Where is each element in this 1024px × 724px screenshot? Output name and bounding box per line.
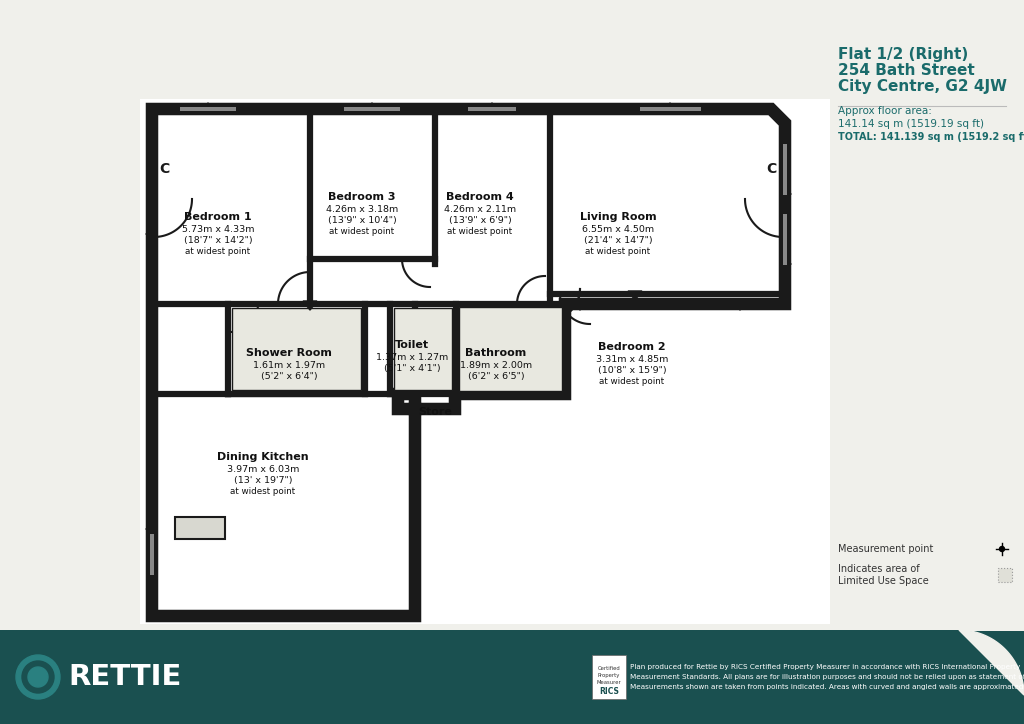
Text: Measurer: Measurer (597, 681, 622, 686)
Text: 1.89m x 2.00m: 1.89m x 2.00m (460, 361, 532, 370)
Polygon shape (145, 522, 155, 536)
Bar (180, 107, 236, 111)
Bar (150, 534, 154, 575)
Polygon shape (365, 103, 379, 112)
Text: TOTAL: 141.139 sq m (1519.2 sq ft: TOTAL: 141.139 sq m (1519.2 sq ft (838, 132, 1024, 142)
Bar (466, 104, 518, 114)
Polygon shape (152, 109, 785, 616)
Text: C: C (766, 162, 776, 176)
Text: at widest point: at widest point (230, 487, 296, 496)
Text: Bedroom 4: Bedroom 4 (446, 192, 514, 202)
Text: Flat 1/2 (Right): Flat 1/2 (Right) (838, 47, 969, 62)
Bar (175, 517, 225, 539)
Text: Measurement Standards. All plans are for illustration purposes and should not be: Measurement Standards. All plans are for… (630, 674, 1024, 680)
Bar (232, 308, 361, 390)
Text: Plan produced for Rettie by RICS Certified Property Measurer in accordance with : Plan produced for Rettie by RICS Certifi… (630, 664, 1020, 670)
Text: (21'4" x 14'7"): (21'4" x 14'7") (584, 236, 652, 245)
Text: 141.14 sq m (1519.19 sq ft): 141.14 sq m (1519.19 sq ft) (838, 119, 984, 129)
Text: at widest point: at widest point (447, 227, 513, 236)
Text: RICS: RICS (599, 686, 618, 696)
Polygon shape (303, 301, 317, 310)
Text: Measurement point: Measurement point (838, 544, 933, 554)
Bar (147, 531, 157, 576)
Text: 3.31m x 4.85m: 3.31m x 4.85m (596, 355, 669, 364)
Text: 5.73m x 4.33m: 5.73m x 4.33m (181, 225, 254, 234)
Text: Bedroom 1: Bedroom 1 (184, 212, 252, 222)
Bar (344, 107, 400, 111)
Polygon shape (782, 257, 792, 271)
Bar (342, 104, 402, 114)
Text: 4.26m x 2.11m: 4.26m x 2.11m (444, 205, 516, 214)
Text: (5'2" x 6'4"): (5'2" x 6'4") (261, 372, 317, 381)
Text: Dining Kitchen: Dining Kitchen (217, 452, 309, 462)
Circle shape (16, 655, 60, 699)
Bar (998, 568, 1012, 582)
Text: (13'9" x 10'4"): (13'9" x 10'4") (328, 216, 396, 225)
Bar (459, 307, 562, 391)
Text: RETTIE: RETTIE (68, 663, 181, 691)
Bar (780, 211, 790, 266)
Text: C: C (159, 162, 169, 176)
Text: 254 Bath Street: 254 Bath Street (838, 63, 975, 78)
Text: Store: Store (418, 407, 452, 417)
Text: Bedroom 2: Bedroom 2 (598, 342, 666, 352)
Text: (18'7" x 14'2"): (18'7" x 14'2") (183, 236, 252, 245)
Bar (394, 308, 452, 390)
Text: at widest point: at widest point (330, 227, 394, 236)
Bar (638, 104, 702, 114)
Polygon shape (733, 301, 746, 310)
Text: (13'9" x 6'9"): (13'9" x 6'9") (449, 216, 511, 225)
Text: Toilet: Toilet (395, 340, 429, 350)
Text: Approx floor area:: Approx floor area: (838, 106, 932, 116)
Text: Bathroom: Bathroom (465, 348, 526, 358)
Text: at widest point: at widest point (185, 247, 251, 256)
Text: Bedroom 3: Bedroom 3 (329, 192, 395, 202)
Text: Measurements shown are taken from points indicated. Areas with curved and angled: Measurements shown are taken from points… (630, 684, 1024, 690)
Bar (783, 143, 787, 195)
Text: 1.37m x 1.27m: 1.37m x 1.27m (376, 353, 449, 362)
Bar (640, 107, 700, 111)
Polygon shape (959, 630, 1024, 695)
Bar (592, 655, 626, 699)
Polygon shape (628, 291, 642, 300)
Bar (140, 99, 830, 624)
Text: Living Room: Living Room (580, 212, 656, 222)
Text: Certified: Certified (598, 667, 621, 671)
Polygon shape (782, 187, 792, 201)
Bar (0, 630, 1024, 724)
Text: at widest point: at widest point (599, 377, 665, 386)
Text: Limited Use Space: Limited Use Space (838, 576, 929, 586)
Text: at widest point: at widest point (586, 247, 650, 256)
Circle shape (999, 547, 1005, 552)
Text: Indicates area of: Indicates area of (838, 564, 920, 574)
Text: (10'8" x 15'9"): (10'8" x 15'9") (598, 366, 667, 375)
Bar (178, 104, 238, 114)
Text: (13' x 19'7"): (13' x 19'7") (233, 476, 292, 485)
Text: 4.26m x 3.18m: 4.26m x 3.18m (326, 205, 398, 214)
Text: (5'1" x 4'1"): (5'1" x 4'1") (384, 364, 440, 373)
Bar (783, 214, 787, 264)
Text: Property: Property (598, 673, 621, 678)
Bar (468, 107, 516, 111)
Polygon shape (145, 227, 155, 241)
Bar (780, 141, 790, 196)
Text: 3.97m x 6.03m: 3.97m x 6.03m (226, 465, 299, 474)
Circle shape (28, 667, 48, 687)
Text: (6'2" x 6'5"): (6'2" x 6'5") (468, 372, 524, 381)
Text: City Centre, G2 4JW: City Centre, G2 4JW (838, 79, 1007, 94)
Polygon shape (663, 103, 677, 112)
Text: 1.61m x 1.97m: 1.61m x 1.97m (253, 361, 325, 370)
Polygon shape (573, 301, 587, 310)
Polygon shape (485, 103, 499, 112)
Text: Shower Room: Shower Room (246, 348, 332, 358)
Polygon shape (201, 103, 215, 112)
Text: 6.55m x 4.50m: 6.55m x 4.50m (582, 225, 654, 234)
Circle shape (22, 661, 54, 693)
